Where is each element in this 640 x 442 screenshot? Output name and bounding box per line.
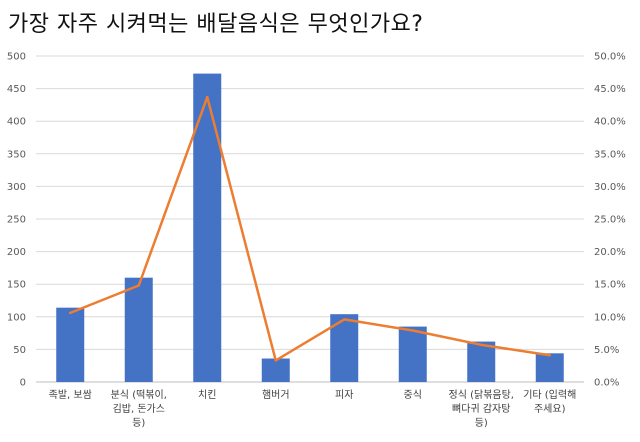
y-right-tick-label: 5.0%	[594, 345, 619, 356]
x-axis-categories: 족발, 보쌈 분식 (떡볶이, 김밥, 돈가스 등) 치킨 햄버거 피자 중식 정식 (닭볶음탕…	[49, 388, 577, 429]
y-right-tick-label: 20.0%	[594, 247, 626, 258]
line-point	[480, 343, 483, 347]
y-left-tick-label: 100	[7, 312, 26, 323]
category-label: 정식 (닭볶음탕, 뼈다귀 감자탕 등)	[449, 389, 514, 429]
category-label: 피자	[335, 389, 353, 401]
line-point	[274, 359, 277, 362]
line-point	[548, 354, 551, 357]
line-path	[69, 95, 551, 362]
category-label: 치킨	[198, 389, 216, 401]
y-right-tick-label: 50.0%	[594, 52, 626, 63]
y-left-tick-label: 250	[7, 215, 26, 226]
y-right-tick-label: 15.0%	[594, 280, 626, 291]
bar	[398, 326, 427, 382]
line-point	[137, 284, 140, 287]
category-label: 중식	[404, 389, 422, 401]
line-point	[343, 318, 346, 321]
y-left-tick-label: 0	[20, 378, 26, 389]
bar	[535, 353, 564, 382]
y-left-tick-label: 450	[7, 84, 26, 95]
y-left-tick-label: 150	[7, 280, 26, 291]
category-label: 기타 (입력해 주세요)	[523, 388, 576, 415]
bar	[467, 341, 496, 382]
y-axis-right-ticks: 0.0% 5.0% 10.0% 15.0% 20.0% 25.0% 30.0% 35.0% 40…	[594, 52, 626, 389]
y-axis-left-ticks: 0 50 100 150 200 250 300 350 400 450 500	[7, 52, 26, 389]
y-right-tick-label: 0.0%	[594, 378, 619, 389]
line-point	[69, 311, 72, 315]
bar-series	[56, 73, 564, 382]
line-point	[206, 95, 209, 99]
line-point	[411, 329, 414, 332]
y-right-tick-label: 10.0%	[594, 312, 626, 323]
category-label: 햄버거	[262, 388, 290, 401]
y-left-tick-label: 500	[7, 52, 26, 63]
bar	[261, 358, 290, 382]
bar	[56, 307, 85, 382]
chart-title: 가장 자주 시켜먹는 배달음식은 무엇인가요?	[8, 12, 424, 37]
bar	[193, 73, 222, 382]
y-left-tick-label: 300	[7, 182, 26, 193]
bar	[124, 277, 153, 382]
y-left-tick-label: 50	[13, 345, 26, 356]
category-label: 족발, 보쌈	[49, 389, 92, 401]
y-right-tick-label: 45.0%	[594, 84, 626, 95]
line-series	[69, 95, 551, 362]
y-left-tick-label: 400	[7, 117, 26, 128]
y-right-tick-label: 35.0%	[594, 149, 626, 160]
y-right-tick-label: 25.0%	[594, 215, 626, 226]
y-right-tick-label: 40.0%	[594, 117, 626, 128]
y-right-tick-label: 30.0%	[594, 182, 626, 193]
category-label: 분식 (떡볶이, 김밥, 돈가스 등)	[111, 389, 167, 429]
y-left-tick-label: 350	[7, 149, 26, 160]
gridlines	[36, 55, 584, 383]
y-left-tick-label: 200	[7, 247, 26, 258]
